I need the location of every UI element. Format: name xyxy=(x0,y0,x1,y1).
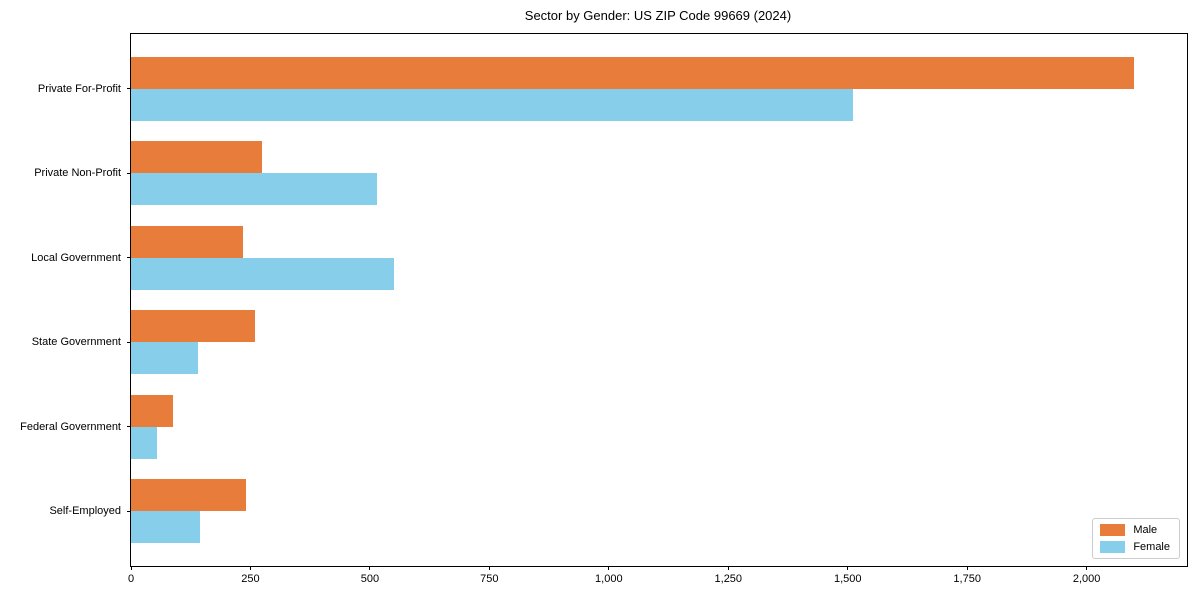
x-tick-mark xyxy=(608,566,610,570)
legend-item-male: Male xyxy=(1100,524,1170,536)
x-tick-label: 1,500 xyxy=(833,573,862,585)
x-tick-label: 1,750 xyxy=(953,573,981,585)
bar-male xyxy=(131,310,256,343)
x-tick-mark xyxy=(130,566,132,570)
bar-female xyxy=(131,511,201,544)
y-tick-label: State Government xyxy=(31,336,121,349)
y-tick-label: Self-Employed xyxy=(49,505,121,518)
x-tick-mark xyxy=(966,566,968,570)
bar-male xyxy=(131,479,246,512)
x-tick-label: 500 xyxy=(360,573,380,585)
x-tick-label: 250 xyxy=(241,573,260,585)
bar-female xyxy=(131,257,394,290)
legend-label: Female xyxy=(1133,541,1170,553)
x-tick-label: 750 xyxy=(480,573,499,585)
x-tick-label: 0 xyxy=(127,573,135,585)
y-tick-label: Private For-Profit xyxy=(37,82,121,95)
x-tick-label: 1,000 xyxy=(595,573,623,585)
x-tick-mark xyxy=(847,566,849,570)
bar-female xyxy=(131,173,378,206)
legend-swatch-female xyxy=(1100,541,1126,553)
bar-male xyxy=(131,56,1135,89)
bar-female xyxy=(131,88,853,121)
legend-label: Male xyxy=(1133,524,1158,536)
x-tick-mark xyxy=(249,566,251,570)
bar-male xyxy=(131,225,244,258)
y-tick-label: Private Non-Profit xyxy=(34,167,121,180)
bar-female xyxy=(131,342,198,375)
bar-female xyxy=(131,426,158,459)
y-tick-mark xyxy=(127,172,131,174)
legend-item-female: Female xyxy=(1100,541,1170,553)
y-tick-label: Federal Government xyxy=(20,420,121,433)
x-tick-mark xyxy=(369,566,371,570)
y-tick-label: Local Government xyxy=(31,251,121,264)
y-tick-mark xyxy=(127,510,131,512)
y-tick-mark xyxy=(127,88,131,90)
x-tick-label: 2,000 xyxy=(1072,573,1101,585)
x-tick-label: 1,250 xyxy=(714,573,743,585)
y-tick-mark xyxy=(127,426,131,428)
x-tick-mark xyxy=(727,566,729,570)
chart-title: Sector by Gender: US ZIP Code 99669 (202… xyxy=(524,8,792,23)
y-tick-mark xyxy=(127,341,131,343)
bar-male xyxy=(131,141,263,174)
legend-swatch-male xyxy=(1100,524,1126,536)
y-tick-mark xyxy=(127,257,131,259)
x-tick-mark xyxy=(1086,566,1088,570)
plot-area: Private For-Profit Private Non-Profit Loca… xyxy=(20,33,1188,585)
legend: Male Female xyxy=(1092,518,1180,559)
x-tick-mark xyxy=(488,566,490,570)
bar-male xyxy=(131,394,174,427)
